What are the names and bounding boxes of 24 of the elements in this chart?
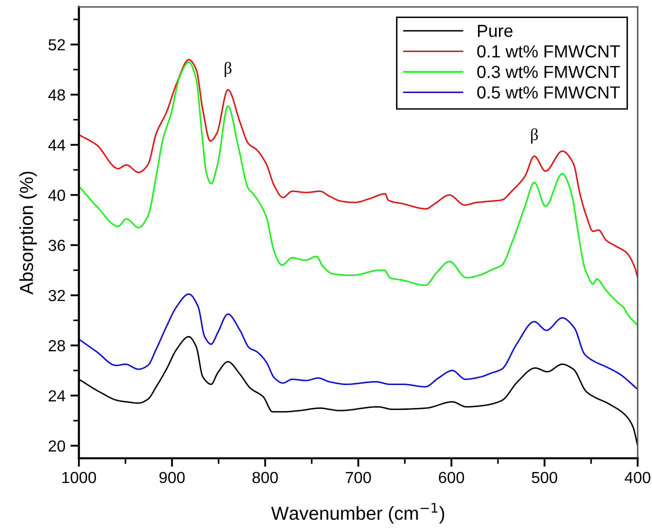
y-tick-label: 44: [48, 140, 66, 151]
y-tick-label: 20: [48, 440, 66, 452]
x-tick-label: 400: [624, 472, 650, 484]
y-tick-label: 40: [48, 190, 66, 201]
x-tick-label: 500: [532, 472, 558, 484]
legend-label: 0.5 wt% FMWCNT: [477, 86, 620, 99]
legend-label: 0.3 wt% FMWCNT: [477, 66, 620, 78]
legend-label: Pure: [478, 24, 512, 38]
y-tick-label: 24: [48, 390, 66, 402]
x-axis-title: Wavenumber (cm$^{−1}$): [271, 503, 444, 524]
x-tick-label: 900: [159, 472, 185, 484]
annotation: β: [224, 62, 232, 78]
x-tick-label: 700: [346, 472, 371, 484]
x-tick-label: 600: [438, 472, 464, 484]
x-tick-label: 1000: [62, 472, 96, 484]
legend-label: 0.1 wt% FMWCNT: [477, 45, 620, 58]
y-tick-label: 36: [48, 240, 65, 252]
x-tick-label: 800: [252, 472, 278, 484]
y-tick-label: 52: [48, 39, 65, 50]
y-tick-label: 32: [48, 290, 65, 302]
y-tick-label: 28: [48, 340, 66, 352]
annotation: β: [531, 128, 538, 144]
y-tick-label: 48: [48, 89, 66, 101]
y-axis-title: Absorption (%): [19, 172, 37, 295]
